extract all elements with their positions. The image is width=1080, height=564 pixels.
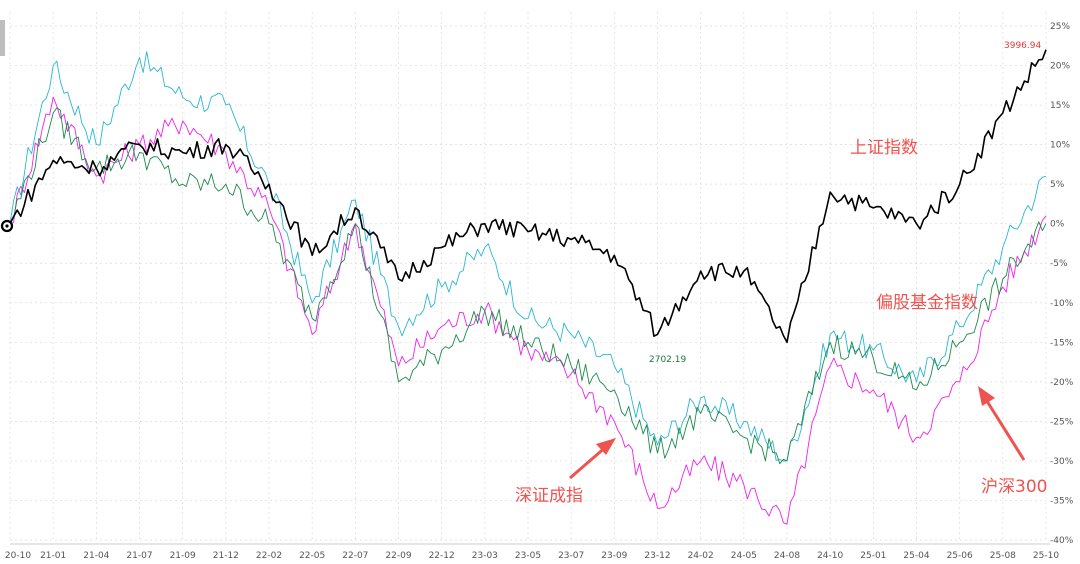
y-tick-label: -15%: [1050, 338, 1074, 348]
x-tick-label: 21-04: [83, 551, 109, 561]
x-tick-label: 22-09: [385, 551, 411, 561]
x-tick-label: 22-12: [429, 551, 455, 561]
y-tick-label: -40%: [1050, 536, 1074, 546]
x-tick-label: 23-09: [601, 551, 627, 561]
x-tick-label: 24-05: [731, 551, 757, 561]
y-tick-label: -10%: [1050, 299, 1074, 309]
y-tick-label: 15%: [1050, 101, 1070, 111]
arrow-shenzhen-head: [596, 438, 616, 455]
x-tick-label: 21-09: [170, 551, 196, 561]
x-tick-label: 23-07: [558, 551, 584, 561]
high-value-label: 3996.94: [1004, 41, 1041, 51]
x-tick-label: 25-01: [860, 551, 886, 561]
x-tick-label: 25-06: [947, 551, 973, 561]
x-tick-label: 23-03: [472, 551, 498, 561]
series-lines: [9, 49, 1047, 525]
x-tick-label: 20-10: [5, 551, 31, 561]
y-tick-label: -5%: [1050, 259, 1068, 269]
y-tick-label: 5%: [1050, 180, 1065, 190]
annotation-shenzhen: 深证成指: [515, 486, 583, 506]
x-tick-label: 21-07: [126, 551, 152, 561]
x-tick-label: 24-08: [774, 551, 800, 561]
x-tick-label: 24-02: [688, 551, 714, 561]
low-value-label: 2702.19: [649, 355, 686, 365]
annotation-shanghai: 上证指数: [850, 138, 918, 158]
x-axis-ticks: 20-10 21-01 21-04 21-07 21-09 21-12 22-02 22-05…: [5, 551, 1059, 561]
x-tick-label: 22-05: [299, 551, 325, 561]
series-line-shenzhen: [9, 96, 1047, 525]
arrow-hs300-shaft: [983, 397, 1026, 461]
y-tick-label: 10%: [1050, 141, 1070, 151]
x-tick-label: 21-01: [40, 551, 66, 561]
y-tick-label: -35%: [1050, 496, 1074, 506]
series-line-fund: [9, 107, 1047, 465]
annotation-fund: 偏股基金指数: [876, 293, 978, 313]
y-tick-label: 20%: [1050, 62, 1070, 72]
series-line-shanghai: [9, 49, 1047, 344]
x-tick-label: 23-12: [644, 551, 670, 561]
left-scrollbar-handle[interactable]: [0, 20, 5, 56]
annotation-arrows: [569, 386, 1026, 480]
series-line-hs300: [9, 51, 1047, 462]
grid-lines: [9, 12, 1050, 545]
y-tick-label: -30%: [1050, 457, 1074, 467]
x-tick-label: 25-08: [990, 551, 1016, 561]
y-tick-label: 0%: [1050, 220, 1065, 230]
arrow-hs300-head: [978, 386, 995, 406]
y-axis-ticks: 25% 20% 15% 10% 5% 0% -5% -10% -15% -20% -25% -30% -…: [1050, 22, 1074, 546]
x-tick-label: 25-10: [1033, 551, 1059, 561]
annotation-hs300: 沪深300: [981, 477, 1047, 497]
arrow-shenzhen-shaft: [569, 444, 608, 480]
y-tick-label: 25%: [1050, 22, 1070, 32]
x-tick-label: 25-04: [903, 551, 929, 561]
x-tick-label: 22-02: [256, 551, 282, 561]
start-marker: [0, 219, 14, 233]
x-tick-label: 21-12: [213, 551, 239, 561]
x-tick-label: 23-05: [515, 551, 541, 561]
x-tick-label: 24-10: [817, 551, 843, 561]
x-tick-label: 22-07: [342, 551, 368, 561]
y-tick-label: -25%: [1050, 417, 1074, 427]
y-tick-label: -20%: [1050, 378, 1074, 388]
